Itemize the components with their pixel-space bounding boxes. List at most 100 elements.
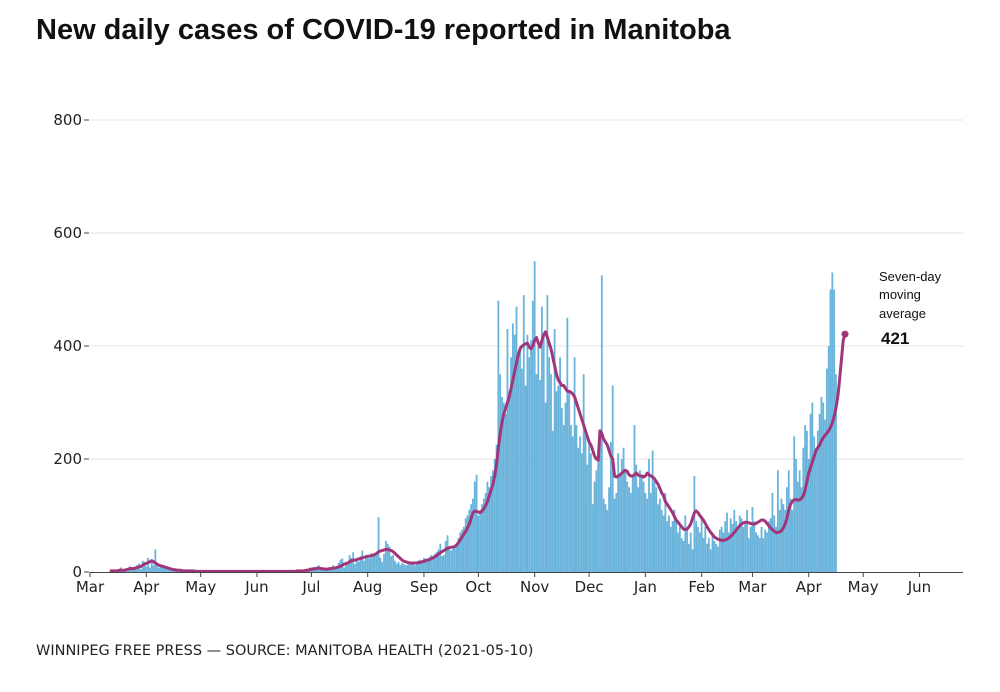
daily-case-bar xyxy=(551,430,554,572)
daily-case-bar xyxy=(649,492,652,572)
average-annotation: Seven-day moving average 421 xyxy=(879,269,942,348)
daily-case-bar xyxy=(615,492,618,572)
daily-case-bar xyxy=(653,481,656,572)
daily-case-bar xyxy=(711,532,714,572)
daily-case-bar xyxy=(132,569,135,572)
daily-case-bar xyxy=(462,526,465,572)
daily-case-bar xyxy=(432,556,434,572)
daily-case-bar xyxy=(726,512,728,572)
daily-case-bar xyxy=(134,567,137,572)
y-tick-label: 800 xyxy=(53,111,82,129)
daily-case-bar xyxy=(426,560,429,572)
x-tick-label: Jul xyxy=(301,578,320,596)
daily-case-bar xyxy=(675,518,678,572)
daily-case-bar xyxy=(359,556,362,572)
daily-case-bar xyxy=(537,346,540,572)
daily-case-bar xyxy=(611,385,614,572)
daily-case-bar xyxy=(450,550,453,572)
daily-case-bar xyxy=(468,509,471,572)
daily-case-bar xyxy=(629,492,632,572)
daily-case-bar xyxy=(742,526,745,572)
daily-case-bar xyxy=(825,368,828,572)
daily-case-bar xyxy=(775,526,777,572)
daily-case-bar xyxy=(379,557,382,572)
daily-case-bar xyxy=(593,481,596,572)
daily-case-bar xyxy=(383,553,385,572)
daily-case-bar xyxy=(535,374,538,572)
daily-case-bar xyxy=(461,529,463,572)
daily-case-bar xyxy=(577,447,580,572)
daily-case-bar xyxy=(619,475,621,572)
daily-case-bar xyxy=(361,550,364,572)
daily-case-bar xyxy=(506,329,509,572)
daily-case-bar xyxy=(747,538,750,572)
daily-case-bar xyxy=(766,532,768,572)
daily-case-bar xyxy=(827,346,830,572)
annotation-line-1: Seven-day xyxy=(879,269,942,284)
x-tick-label: Nov xyxy=(520,578,549,596)
daily-case-bar xyxy=(718,529,721,572)
x-tick-label: Jan xyxy=(633,578,657,596)
daily-case-bar xyxy=(757,535,759,572)
daily-case-bar xyxy=(789,498,792,572)
daily-case-bar xyxy=(345,563,347,572)
daily-case-bar xyxy=(335,566,338,572)
daily-case-bar xyxy=(633,425,636,572)
daily-case-bar xyxy=(430,555,433,572)
daily-case-bar xyxy=(510,357,512,572)
daily-case-bar xyxy=(388,546,391,572)
daily-case-bar xyxy=(697,526,699,572)
y-tick-label: 0 xyxy=(72,563,82,581)
daily-case-bar xyxy=(804,425,807,572)
daily-case-bar xyxy=(368,558,371,572)
daily-case-bar xyxy=(562,425,565,572)
daily-case-bar xyxy=(528,357,531,572)
daily-case-bar xyxy=(727,532,730,572)
daily-case-bar xyxy=(560,408,563,572)
daily-case-bar xyxy=(599,442,601,572)
daily-case-bar xyxy=(377,517,380,572)
y-tick-label: 600 xyxy=(53,224,82,242)
daily-case-bar xyxy=(755,532,758,572)
daily-case-bar xyxy=(399,565,402,572)
daily-case-bar xyxy=(786,487,788,572)
daily-case-bar xyxy=(731,523,734,572)
daily-case-bar xyxy=(833,289,836,572)
daily-case-bar xyxy=(439,543,442,572)
daily-case-bar xyxy=(566,317,569,572)
daily-case-bar xyxy=(707,538,710,572)
daily-case-bar xyxy=(737,529,739,572)
daily-case-bar xyxy=(334,569,336,572)
daily-case-bar xyxy=(617,453,620,572)
daily-case-bar xyxy=(637,487,640,572)
daily-case-bar xyxy=(515,306,518,572)
daily-case-bar xyxy=(573,357,576,572)
daily-case-bar xyxy=(626,481,629,572)
daily-case-bar xyxy=(354,564,356,572)
daily-case-bar xyxy=(782,504,785,572)
daily-case-bar xyxy=(600,275,603,572)
chart-title: New daily cases of COVID-19 reported in … xyxy=(36,14,731,46)
daily-case-bar xyxy=(608,487,610,572)
daily-case-bar xyxy=(806,430,808,572)
daily-case-bar xyxy=(421,561,424,572)
daily-case-bar xyxy=(495,444,498,572)
daily-case-bar xyxy=(580,453,583,572)
daily-case-bar xyxy=(550,374,552,572)
daily-case-bar xyxy=(455,543,458,572)
daily-case-bar xyxy=(470,504,473,572)
daily-case-bar xyxy=(346,561,349,572)
daily-case-bar xyxy=(564,402,567,572)
daily-case-bar xyxy=(698,532,701,572)
daily-case-bar xyxy=(773,515,776,572)
daily-case-bar xyxy=(168,569,171,572)
daily-case-bar xyxy=(488,487,491,572)
daily-case-bar xyxy=(660,509,663,572)
daily-case-bar xyxy=(319,569,322,572)
y-tick-label: 200 xyxy=(53,450,82,468)
x-tick-label: Feb xyxy=(688,578,715,596)
annotation-line-3: average xyxy=(879,306,926,321)
daily-case-bar xyxy=(539,379,542,572)
daily-case-bar xyxy=(715,543,718,572)
daily-case-bar xyxy=(673,509,676,572)
